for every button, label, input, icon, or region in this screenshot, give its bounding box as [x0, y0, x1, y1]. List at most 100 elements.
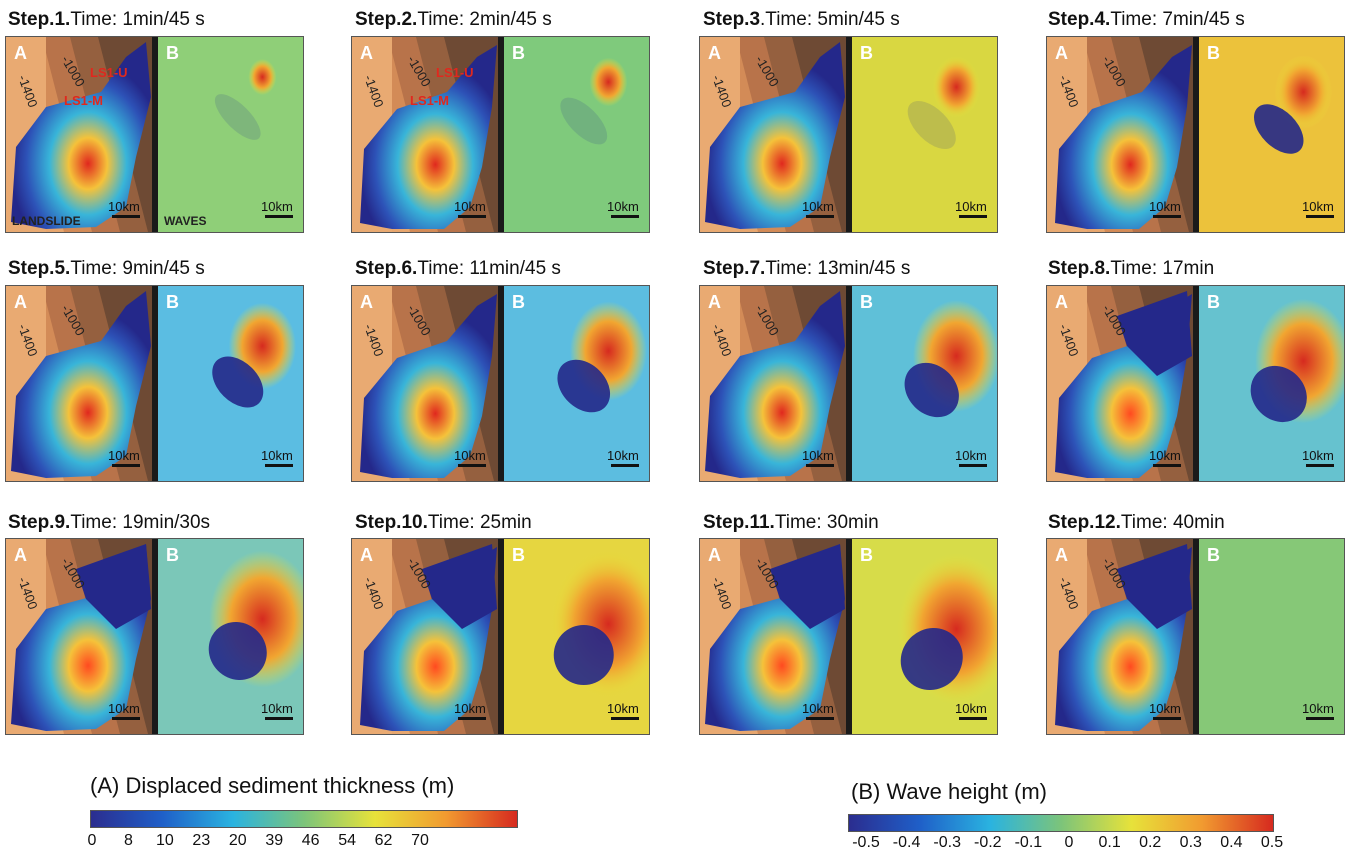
landslide-shape [705, 42, 845, 229]
colorbar-tick: -0.5 [852, 834, 880, 851]
wave-trough [212, 356, 264, 408]
colorbar-tick: 0.3 [1179, 834, 1202, 851]
colorbar-tick: 0.5 [1260, 834, 1284, 851]
scale-label: 10km [108, 701, 140, 716]
panel-label-b: B [1207, 545, 1220, 565]
panel-label-b: B [1207, 43, 1220, 63]
step-panel: A B -1000 -1400 10km 10km [5, 285, 304, 482]
legend-b-title: (B) Wave height (m) [851, 779, 1048, 804]
panel-label-a: A [1055, 43, 1068, 63]
scale-label: 10km [802, 448, 834, 463]
scale-bar [112, 717, 140, 720]
panel-divider [498, 286, 504, 481]
panel-label-a: A [708, 545, 721, 565]
wave-field [1199, 539, 1344, 734]
scale-bar [1153, 464, 1181, 467]
scale-bar [265, 215, 293, 218]
step-time: Time: 17min [1110, 258, 1215, 279]
panel-label-a: A [360, 545, 373, 565]
wave-trough [1250, 365, 1307, 423]
scale-bar [112, 215, 140, 218]
scale-bar [1306, 464, 1334, 467]
step-number: Step.3 [703, 9, 761, 30]
step-number: Step.2. [355, 9, 418, 30]
step-number: Step.8. [1048, 258, 1111, 279]
landslide-evacuated-zone [1117, 544, 1192, 629]
source-label-middle: LS1-M [64, 93, 103, 108]
step-panel: A B -1000 -1400 10km 10km [699, 285, 998, 482]
scale-bar [611, 215, 639, 218]
step-title: Step.7.Time: 13min/45 s [703, 258, 910, 280]
colorbar-tick: 46 [301, 832, 320, 849]
wave-trough [900, 627, 963, 691]
step-number: Step.12. [1048, 512, 1121, 533]
panel-divider [498, 539, 504, 734]
step-number: Step.5. [8, 258, 71, 279]
scale-bar [959, 464, 987, 467]
panel-label-b: B [166, 43, 179, 63]
step-panel: A B -1000 -1400 10km 10km [1046, 285, 1345, 482]
step-time: Time: 13min/45 s [765, 258, 911, 279]
colorbar-tick: 0.4 [1220, 834, 1243, 851]
colorbar-tick: -0.3 [933, 834, 961, 851]
source-label-upper: LS1-U [436, 65, 474, 80]
step-panel: A B -1000 -1400 10km 10km [351, 538, 650, 735]
step-title: Step.11.Time: 30min [703, 512, 879, 534]
wave-trough [1254, 104, 1304, 154]
scale-bar [1306, 717, 1334, 720]
step-panel: A B -1000 -1400 10km 10km [5, 538, 304, 735]
wave-crest [248, 59, 277, 95]
scale-label: 10km [454, 448, 486, 463]
scale-label: 10km [607, 199, 639, 214]
step-title: Step.4.Time: 7min/45 s [1048, 9, 1245, 31]
landslide-evacuated-zone [1117, 291, 1192, 376]
colorbar-tick: 0.2 [1139, 834, 1162, 851]
panel-label-a: A [14, 43, 27, 63]
landslide-shape [705, 291, 845, 478]
scale-label: 10km [1149, 701, 1181, 716]
step-panel: A B -1000 -1400 10km 10km [699, 36, 998, 233]
panel-label-b: B [512, 292, 525, 312]
panel-divider [1193, 539, 1199, 734]
wave-trough [214, 94, 261, 140]
source-label-upper: LS1-U [90, 65, 128, 80]
scale-label: 10km [261, 448, 293, 463]
wave-trough [907, 100, 956, 150]
panel-divider [152, 539, 158, 734]
scale-label: 10km [261, 701, 293, 716]
landslide-shape [360, 294, 497, 478]
scale-label: 10km [108, 199, 140, 214]
step-time: Time: 1min/45 s [70, 9, 205, 30]
panel-label-a: A [708, 292, 721, 312]
scale-label: 10km [955, 448, 987, 463]
landslide-shape [1055, 45, 1192, 229]
step-title: Step.10.Time: 25min [355, 512, 532, 534]
panel-divider [846, 286, 852, 481]
scale-label: 10km [108, 448, 140, 463]
step-time: Time: 30min [774, 512, 879, 533]
panel-label-b: B [512, 43, 525, 63]
scale-bar [806, 464, 834, 467]
panel-label-b: B [860, 292, 873, 312]
scale-label: 10km [1149, 199, 1181, 214]
wave-trough [560, 97, 608, 145]
step-title: Step.5.Time: 9min/45 s [8, 258, 205, 280]
scale-bar [806, 717, 834, 720]
colorbar-tick: 70 [411, 832, 429, 849]
scale-bar [458, 215, 486, 218]
step-time: Time: 9min/45 s [70, 258, 205, 279]
step-number: Step.11. [703, 512, 775, 533]
landslide-shape [360, 45, 497, 229]
scale-label: 10km [955, 701, 987, 716]
panel-label-a: A [14, 292, 27, 312]
scale-label: 10km [1302, 448, 1334, 463]
step-time: .Time: 5min/45 s [760, 9, 900, 30]
panel-divider [846, 539, 852, 734]
scale-bar [1153, 215, 1181, 218]
scale-label: 10km [1302, 199, 1334, 214]
scale-label: 10km [1149, 448, 1181, 463]
step-number: Step.4. [1048, 9, 1111, 30]
wave-crest [1274, 55, 1333, 129]
colorbar-tick: 20 [228, 832, 247, 849]
panel-divider [152, 37, 158, 232]
